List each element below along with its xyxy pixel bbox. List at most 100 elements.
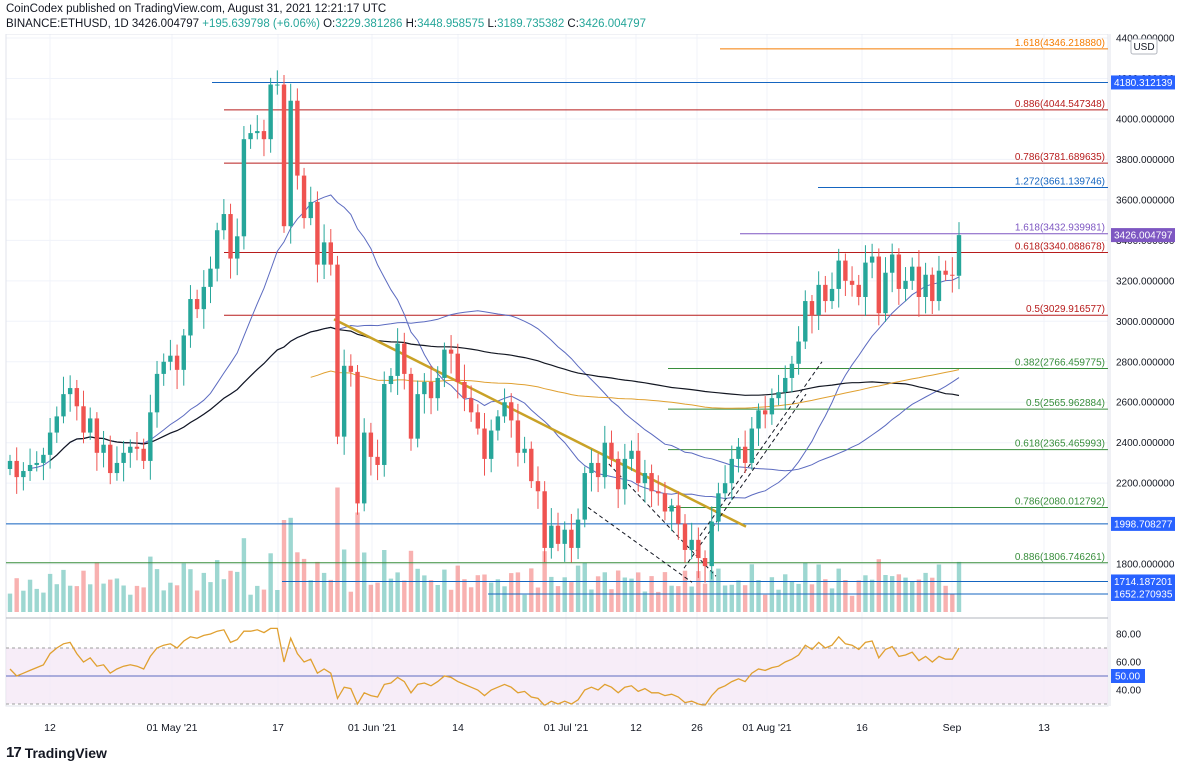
rsi-tick-label: 60.00 bbox=[1116, 658, 1141, 669]
candle-body bbox=[502, 402, 507, 417]
candle-body bbox=[509, 402, 514, 421]
volume-bar bbox=[281, 520, 287, 612]
volume-bar bbox=[81, 570, 86, 612]
candle-body bbox=[482, 428, 487, 459]
volume-bar bbox=[482, 574, 487, 612]
fib-level-label: 0.382(2766.459775) bbox=[1015, 358, 1105, 369]
symbol-label[interactable]: BINANCE:ETHUSD, 1D bbox=[6, 18, 129, 30]
candle-body bbox=[609, 442, 614, 459]
rsi-series-line bbox=[9, 627, 960, 707]
open-value: 3229.381286 bbox=[335, 18, 403, 30]
candle-body bbox=[201, 286, 207, 310]
volume-bar bbox=[816, 564, 821, 612]
volume-bar bbox=[769, 577, 775, 612]
volume-bar bbox=[642, 591, 648, 612]
candle-body bbox=[301, 175, 307, 219]
price-tick-label: 4000.000000 bbox=[1116, 114, 1175, 125]
volume-bar bbox=[41, 592, 46, 612]
volume-bar bbox=[214, 560, 220, 612]
volume-bar bbox=[402, 580, 407, 612]
sma-100-line bbox=[49, 326, 960, 462]
time-axis[interactable]: 12 01 May '21 17 01 Jun '21 14 01 Jul '21 12 26… bbox=[6, 705, 1108, 734]
tradingview-logo[interactable]: 17 TradingView bbox=[6, 744, 107, 761]
volume-bar bbox=[829, 588, 835, 612]
price-axis[interactable]: 4400.0000004200.0000004000.0000003800.00… bbox=[1109, 34, 1186, 706]
price-tick-label: 1800.000000 bbox=[1116, 560, 1175, 571]
volume-bar bbox=[422, 575, 427, 612]
volume-bar bbox=[455, 565, 460, 612]
candle-body bbox=[749, 428, 755, 463]
volume-bar bbox=[395, 572, 400, 612]
candle-body bbox=[328, 242, 333, 265]
candle-body bbox=[582, 473, 587, 520]
level-value-tag-label: 1714.187201 bbox=[1114, 577, 1173, 588]
candle-body bbox=[950, 274, 955, 276]
candle-body bbox=[515, 420, 521, 453]
price-tick-label: 3000.000000 bbox=[1116, 317, 1175, 328]
volume-bar bbox=[128, 594, 133, 612]
horizontal-levels[interactable]: 1.618(4346.218880) 0.886(4044.547348) 0.78… bbox=[6, 38, 1108, 595]
high-value: 3448.958575 bbox=[417, 18, 485, 30]
volume-bar bbox=[529, 568, 534, 612]
level-value-tag-label: 4180.312139 bbox=[1114, 78, 1173, 89]
candle-body bbox=[529, 448, 534, 482]
price-axis-bg bbox=[1110, 34, 1186, 706]
volume-bar bbox=[248, 594, 253, 612]
level-value-tag-label: 1998.708277 bbox=[1114, 519, 1173, 530]
volume-bar bbox=[602, 572, 607, 612]
volume-bar bbox=[27, 579, 33, 612]
candle-body bbox=[856, 284, 861, 298]
volume-bar bbox=[809, 584, 815, 612]
volume-bar bbox=[555, 586, 561, 612]
volume-bar bbox=[335, 487, 340, 612]
candle-body bbox=[736, 446, 741, 459]
volume-bar bbox=[121, 585, 126, 612]
candle-body bbox=[923, 274, 928, 298]
candle-body bbox=[241, 139, 247, 237]
volume-bar bbox=[448, 589, 454, 612]
volume-bar bbox=[241, 538, 247, 612]
price-tick-label: 3800.000000 bbox=[1116, 155, 1175, 166]
candle-body bbox=[656, 491, 661, 494]
candle-body bbox=[662, 493, 668, 512]
candle-body bbox=[455, 353, 460, 382]
price-chart[interactable]: 1.618(4346.218880) 0.886(4044.547348) 0.78… bbox=[0, 34, 1186, 740]
fib-level-label: 1.272(3661.139746) bbox=[1015, 177, 1105, 188]
candle-body bbox=[642, 473, 648, 484]
candle-body bbox=[415, 394, 420, 439]
candle-body bbox=[114, 462, 120, 474]
high-label: H: bbox=[405, 18, 418, 30]
candle-body bbox=[275, 84, 280, 86]
volume-bar bbox=[47, 573, 53, 612]
candle-body bbox=[910, 266, 915, 281]
candle-body bbox=[94, 418, 100, 453]
candle-body bbox=[555, 525, 561, 544]
volume-bar bbox=[669, 585, 674, 612]
volume-bar bbox=[762, 594, 768, 612]
candle-body bbox=[408, 373, 414, 439]
price-tick-label: 2800.000000 bbox=[1116, 357, 1175, 368]
volume-bar bbox=[388, 578, 394, 612]
candle-body bbox=[495, 416, 501, 431]
candle-body bbox=[722, 483, 728, 494]
volume-bar bbox=[729, 584, 734, 612]
volume-bar bbox=[582, 562, 587, 612]
volume-bar bbox=[21, 590, 26, 612]
candle-body bbox=[488, 430, 494, 459]
volume-bar bbox=[255, 585, 260, 612]
candle-body bbox=[682, 523, 688, 550]
candles bbox=[7, 70, 962, 583]
volume-bar bbox=[836, 568, 841, 612]
rsi-line bbox=[9, 627, 960, 707]
volume-bar bbox=[415, 568, 420, 612]
currency-box bbox=[1130, 38, 1158, 55]
candle-body bbox=[435, 377, 440, 399]
candle-body bbox=[615, 458, 621, 490]
candle-body bbox=[34, 462, 39, 465]
time-tick-label: 26 bbox=[691, 722, 703, 734]
time-tick-label: 17 bbox=[272, 722, 284, 734]
candle-body bbox=[181, 335, 186, 370]
fib-level-label: 1.618(4346.218880) bbox=[1015, 38, 1105, 49]
candle-body bbox=[255, 131, 260, 134]
time-tick-label: 12 bbox=[630, 722, 642, 734]
